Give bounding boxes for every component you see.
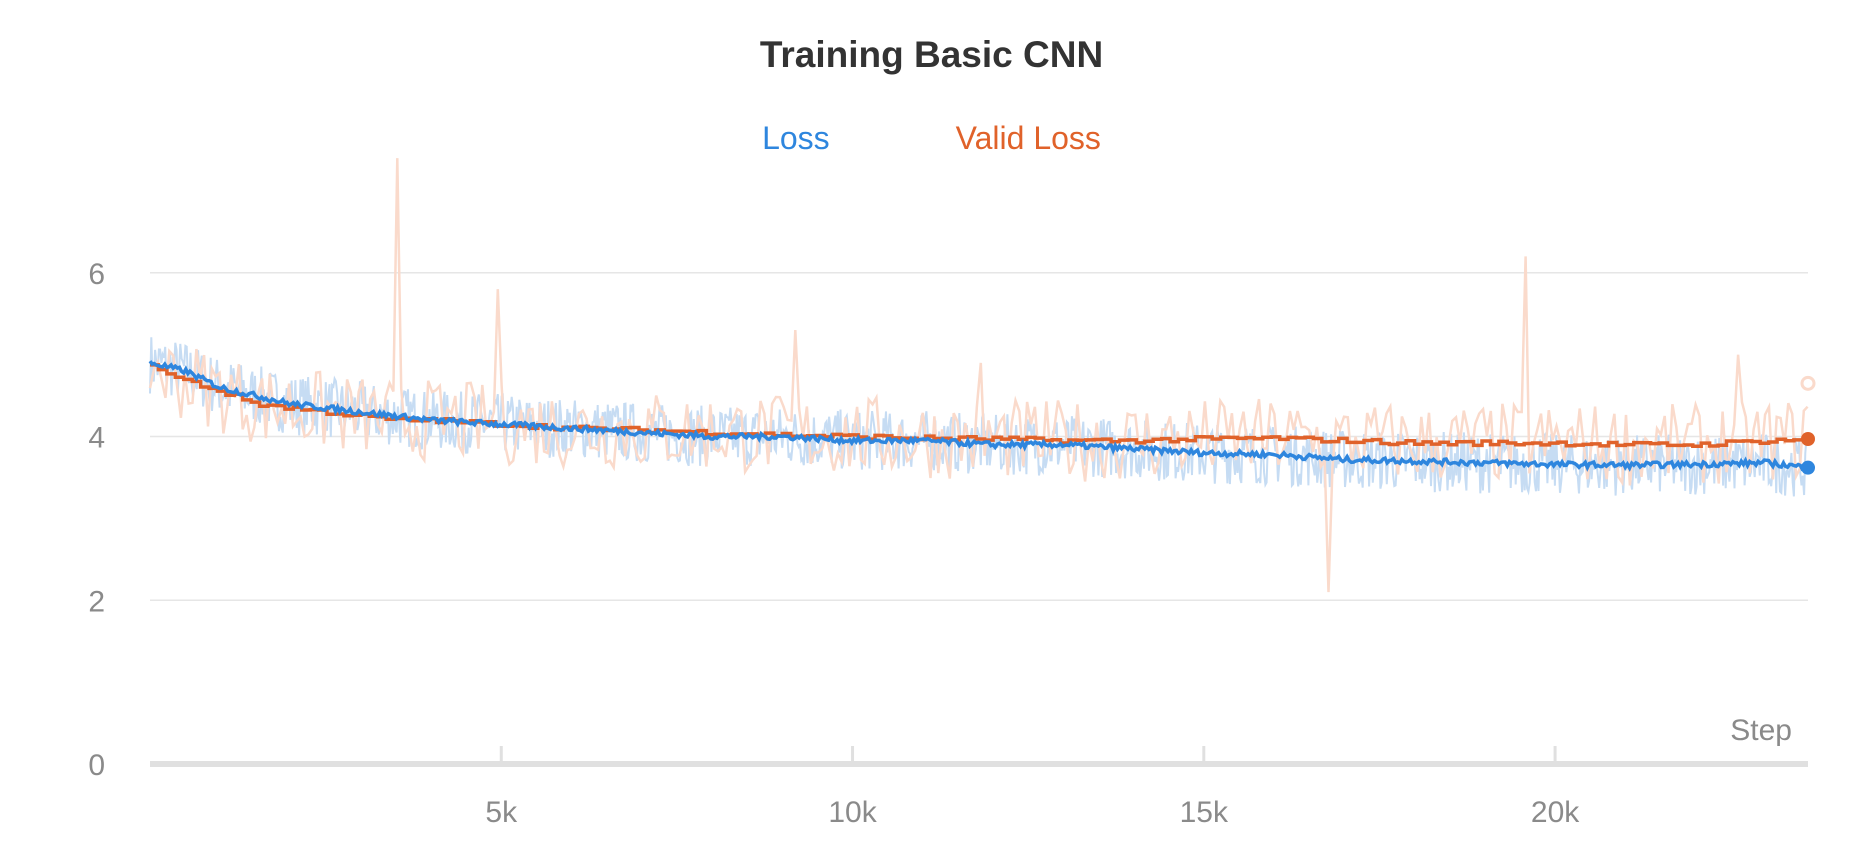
chart-title: Training Basic CNN [759,34,1104,75]
x-tick-label: 5k [485,796,518,829]
raw-lines [148,158,1809,593]
loss-smoothed-line[interactable] [148,360,1808,472]
y-tick-label: 2 [88,585,105,618]
x-tick-label: 15k [1180,796,1229,829]
axes: 0 2 4 6 5k 10k 15k 20k Step [88,258,1808,829]
smoothed-lines [148,360,1816,475]
valid-loss-end-point[interactable] [1801,431,1815,446]
x-axis-title: Step [1730,714,1792,747]
loss-end-point[interactable] [1801,460,1815,475]
valid-loss-smoothed-line[interactable] [150,363,1805,448]
y-tick-label: 4 [88,422,105,455]
legend-item-loss[interactable]: Loss [762,120,830,156]
y-tick-label: 0 [88,749,105,782]
valid-loss-raw-end-point [1800,375,1816,391]
legend-item-valid-loss[interactable]: Valid Loss [955,120,1101,156]
x-tick-label: 20k [1531,796,1580,829]
legend: Loss Valid Loss [0,120,1863,157]
y-tick-label: 6 [88,258,105,291]
x-tick-label: 10k [828,796,877,829]
valid-loss-raw-line [148,158,1809,593]
